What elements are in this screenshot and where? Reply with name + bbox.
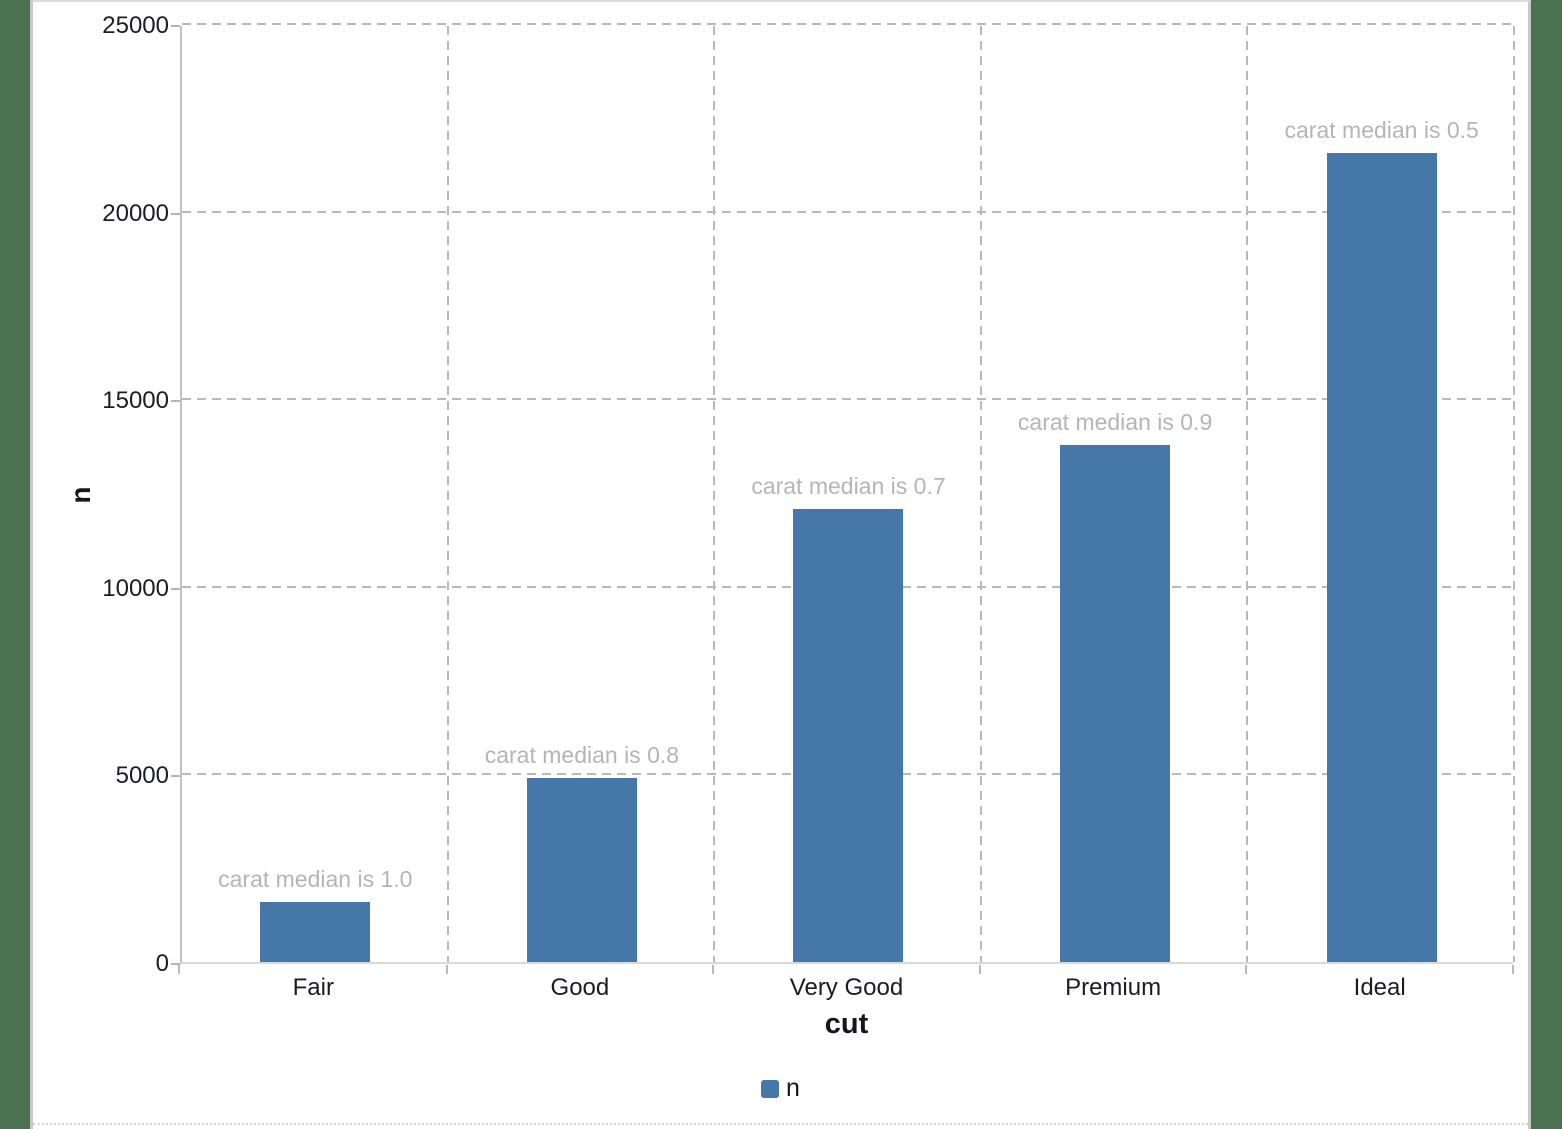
gridline-y-15000 xyxy=(182,398,1513,401)
y-tick-label-5000: 5000 xyxy=(115,762,169,790)
category-slot-fair: carat median is 1.0 xyxy=(182,26,449,962)
bar-ideal xyxy=(1326,153,1437,962)
x-tick-label-fair: Fair xyxy=(292,974,334,1001)
legend-swatch-n xyxy=(761,1079,780,1098)
y-tick-label-20000: 20000 xyxy=(102,199,169,227)
legend-label: n xyxy=(786,1074,800,1102)
x-tick-label-good: Good xyxy=(550,974,610,1001)
y-tick-label-0: 0 xyxy=(155,950,169,977)
y-tick-mark xyxy=(171,25,180,27)
gridline-x-separator xyxy=(446,26,449,962)
bar-annotation-good: carat median is 0.8 xyxy=(484,741,680,768)
plot-area: carat median is 1.0 carat median is 0.8 ca… xyxy=(180,23,1515,964)
bar-annotation-very-good: carat median is 0.7 xyxy=(751,472,946,499)
bar-annotation-ideal: carat median is 0.5 xyxy=(1284,117,1479,144)
category-slot-premium: carat median is 0.9 xyxy=(982,26,1249,962)
x-axis-title: cut xyxy=(824,1008,869,1040)
x-tick-label-premium: Premium xyxy=(1065,974,1162,1001)
x-tick-mark xyxy=(1512,965,1514,974)
bar-annotation-premium: carat median is 0.9 xyxy=(1017,408,1213,435)
bar-good xyxy=(526,777,637,962)
sheet-bottom-rule xyxy=(33,1123,1528,1125)
y-tick-mark xyxy=(171,400,180,403)
y-tick-label-25000: 25000 xyxy=(102,12,169,39)
y-tick-label-15000: 15000 xyxy=(102,387,169,415)
gridline-x-separator xyxy=(979,26,982,962)
legend: n xyxy=(33,1076,1528,1101)
x-tick-label-ideal: Ideal xyxy=(1353,974,1406,1001)
x-tick-mark xyxy=(445,965,448,974)
x-tick-mark xyxy=(1245,965,1248,974)
gridline-y-25000 xyxy=(182,23,1513,25)
y-tick-mark xyxy=(171,963,180,965)
category-slot-good: carat median is 0.8 xyxy=(449,26,716,962)
y-tick-mark xyxy=(171,587,180,590)
x-tick-mark xyxy=(712,965,715,974)
x-tick-mark xyxy=(178,965,180,974)
bar-premium xyxy=(1060,444,1171,962)
y-tick-mark xyxy=(171,212,180,215)
gridline-x-separator xyxy=(1513,26,1515,962)
y-tick-mark xyxy=(171,775,180,778)
chart-canvas: n carat median is 1.0 carat median is 0.8… xyxy=(30,0,1531,1129)
bar-annotation-fair: carat median is 1.0 xyxy=(218,865,413,892)
bar-very-good xyxy=(793,508,904,962)
y-tick-label-10000: 10000 xyxy=(102,574,169,602)
y-axis-title: n xyxy=(65,486,96,504)
category-slot-ideal: carat median is 0.5 xyxy=(1248,26,1515,962)
gridline-x-separator xyxy=(1246,26,1249,962)
x-tick-mark xyxy=(978,965,981,974)
x-tick-label-very-good: Very Good xyxy=(789,974,904,1001)
gridline-x-separator xyxy=(713,26,716,962)
gridline-y-20000 xyxy=(182,210,1513,213)
category-slot-very-good: carat median is 0.7 xyxy=(715,26,982,962)
bar-fair xyxy=(260,901,371,962)
